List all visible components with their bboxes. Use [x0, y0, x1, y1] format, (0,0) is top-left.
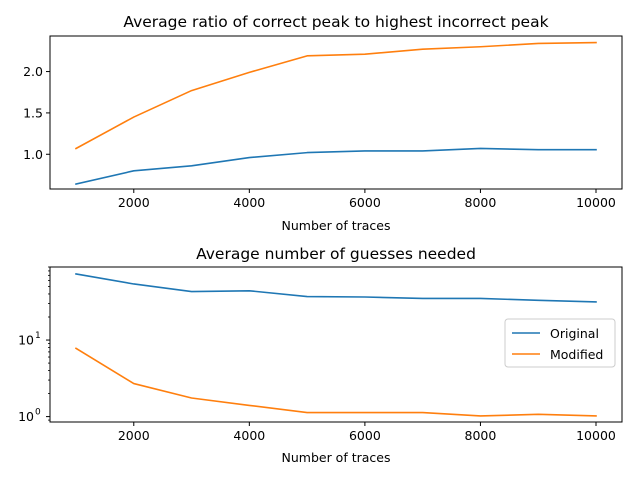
subplot-1-x-ticks: 2000 4000 6000 8000 10000: [118, 189, 616, 210]
y-tick-label: 1.0: [23, 147, 43, 162]
subplot-1-x-axis-label: Number of traces: [282, 218, 391, 233]
x-tick-label: 2000: [118, 195, 150, 210]
x-tick-label: 10000: [576, 195, 616, 210]
series-line-original: [75, 147, 597, 185]
x-tick-label: 8000: [465, 428, 497, 443]
subplot-1-frame: [49, 35, 623, 190]
x-tick-label: 6000: [349, 195, 381, 210]
subplot-1-title: Average ratio of correct peak to highest…: [123, 13, 548, 31]
y-tick-exponent: 0: [35, 408, 41, 418]
subplot-ratio: Average ratio of correct peak to highest…: [23, 13, 623, 233]
subplot-2-x-ticks: 2000 4000 6000 8000 10000: [118, 422, 616, 443]
x-tick-label: 8000: [465, 195, 497, 210]
series-line-modified: [74, 41, 597, 150]
subplot-2-x-axis-label: Number of traces: [282, 450, 391, 465]
subplot-guesses: Average number of guesses needed 2000 400…: [18, 245, 623, 465]
series-line-modified: [74, 347, 597, 417]
legend-label-modified: Modified: [550, 347, 603, 362]
y-tick-label: 10: [18, 409, 34, 424]
subplot-1-y-ticks: 1.0 1.5 2.0: [23, 64, 50, 162]
y-tick-label: 10: [18, 333, 34, 348]
x-tick-label: 4000: [233, 195, 265, 210]
x-tick-label: 4000: [233, 428, 265, 443]
x-tick-label: 6000: [349, 428, 381, 443]
legend-box: [504, 318, 616, 368]
subplot-2-title: Average number of guesses needed: [196, 245, 476, 263]
x-tick-label: 10000: [576, 428, 616, 443]
y-tick-label: 2.0: [23, 64, 43, 79]
series-line-original: [75, 273, 597, 303]
subplot-1-series: [74, 41, 597, 185]
subplot-2-series: [74, 273, 597, 417]
y-tick-exponent: 1: [35, 331, 41, 341]
legend: Original Modified: [504, 318, 616, 368]
y-tick-label: 1.5: [23, 105, 43, 120]
subplot-2-frame: [49, 266, 623, 423]
x-tick-label: 2000: [118, 428, 150, 443]
legend-label-original: Original: [550, 326, 599, 341]
